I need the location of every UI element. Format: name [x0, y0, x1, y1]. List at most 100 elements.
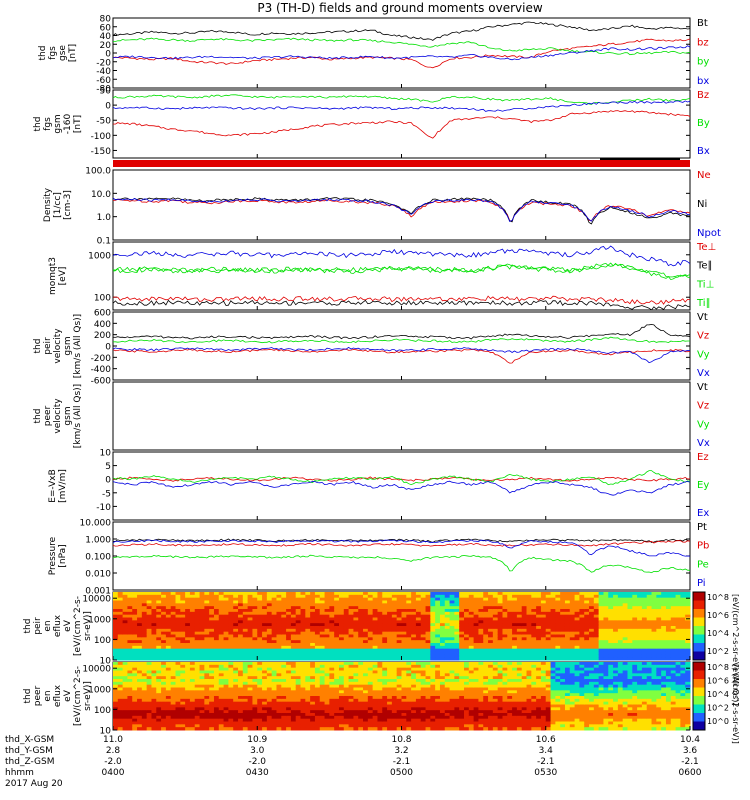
spectrogram-cell [319, 713, 326, 717]
spectrogram-cell [415, 648, 422, 652]
spectrogram-cell [165, 727, 172, 731]
spectrogram-cell [415, 664, 422, 669]
spectrogram-cell [290, 676, 297, 680]
spectrogram-cell [670, 617, 677, 621]
spectrogram-cell [329, 693, 335, 697]
spectrogram-cell [213, 701, 220, 705]
spectrogram-cell [242, 662, 249, 666]
spectrogram-cell [310, 623, 316, 627]
spectrogram-cell [372, 698, 378, 703]
spectrogram-cell [363, 614, 369, 618]
spectrogram-cell [363, 664, 369, 669]
spectrogram-cell [113, 701, 119, 705]
spectrogram-cell [444, 704, 451, 708]
spectrogram-cell [593, 594, 600, 599]
spectrogram-cell [276, 667, 282, 671]
spectrogram-cell [290, 637, 297, 641]
spectrogram-cell [415, 676, 422, 680]
spectrogram-cell [454, 623, 460, 627]
spectrogram-cell [401, 648, 407, 652]
spectrogram-cell [589, 651, 595, 655]
spectrogram-cell [343, 676, 350, 680]
spectrogram-cell [290, 614, 297, 618]
spectrogram-cell [637, 657, 643, 661]
spectrogram-cell [420, 721, 427, 725]
spectrogram-cell [146, 626, 152, 630]
spectrogram-cell [276, 696, 282, 700]
spectrogram-cell [608, 657, 614, 661]
spectrogram-cell [632, 620, 638, 624]
spectrogram-cell [420, 640, 427, 644]
spectrogram-cell [579, 620, 585, 624]
spectrogram-cell [670, 597, 677, 601]
spectrogram-cell [439, 617, 446, 621]
spectrogram-cell [353, 600, 359, 604]
spectrogram-cell [454, 684, 460, 688]
spectrogram-cell [113, 696, 119, 700]
spectrogram-cell [449, 710, 455, 714]
spectrogram-cell [252, 617, 258, 621]
spectrogram-cell [295, 710, 302, 714]
spectrogram-cell [507, 648, 513, 652]
spectrogram-cell [257, 690, 263, 694]
spectrogram-cell [286, 673, 292, 677]
spectrogram-cell [675, 643, 681, 647]
spectrogram-cell [204, 614, 210, 618]
spectrogram-cell [185, 713, 191, 717]
spectrogram-cell [468, 667, 475, 671]
spectrogram-cell [439, 600, 446, 604]
spectrogram-cell [435, 724, 441, 728]
spectrogram-cell [401, 727, 407, 731]
spectrogram-cell [367, 611, 374, 616]
spectrogram-cell [151, 696, 157, 700]
spectrogram-cell [338, 637, 345, 641]
spectrogram-cell [161, 715, 167, 720]
spectrogram-cell [382, 600, 388, 604]
spectrogram-cell [430, 727, 436, 731]
spectrogram-cell [122, 698, 128, 703]
spectrogram-cell [286, 597, 292, 601]
spectrogram-cell [641, 609, 648, 613]
spectrogram-cell [473, 640, 479, 644]
spectrogram-cell [204, 676, 210, 680]
spectrogram-cell [622, 600, 628, 604]
spectrogram-cell [151, 597, 157, 601]
spectrogram-cell [391, 634, 398, 638]
spectrogram-cell [651, 643, 657, 647]
spectrogram-cell [300, 724, 306, 728]
spectrogram-cell [233, 640, 239, 644]
spectrogram-cell [444, 603, 451, 607]
spectrogram-cell [338, 698, 345, 703]
spectrogram-cell [242, 620, 249, 624]
spectrogram-cell [161, 617, 167, 621]
spectrogram-cell [247, 698, 253, 703]
spectrogram-cell [584, 634, 590, 638]
spectrogram-cell [151, 664, 157, 669]
spectrogram-cell [492, 620, 499, 624]
spectrogram-cell [401, 713, 407, 717]
spectrogram-cell [194, 676, 201, 680]
spectrogram-cell [632, 631, 638, 635]
spectrogram-cell [151, 721, 157, 725]
spectrogram-cell [132, 676, 138, 680]
spectrogram-cell [507, 592, 513, 596]
spectrogram-cell [276, 693, 282, 697]
spectrogram-cell [396, 640, 402, 644]
spectrogram-cell [189, 592, 196, 596]
spectrogram-cell [242, 606, 249, 610]
spectrogram-cell [295, 687, 302, 691]
spectrogram-cell [175, 673, 181, 677]
spectrogram-cell [257, 606, 263, 610]
spectrogram-cell [415, 620, 422, 624]
spectrogram-cell [540, 640, 547, 644]
spectrogram-cell [425, 696, 431, 700]
spectrogram-cell [550, 600, 556, 604]
spectrogram-cell [310, 713, 316, 717]
spectrogram-cell [314, 718, 321, 722]
spectrogram-cell [199, 713, 205, 717]
spectrogram-cell [363, 667, 369, 671]
spectrogram-cell [670, 611, 677, 616]
spectrogram-cell [141, 592, 148, 596]
spectrogram-cell [435, 603, 441, 607]
spectrogram-cell [526, 594, 532, 599]
